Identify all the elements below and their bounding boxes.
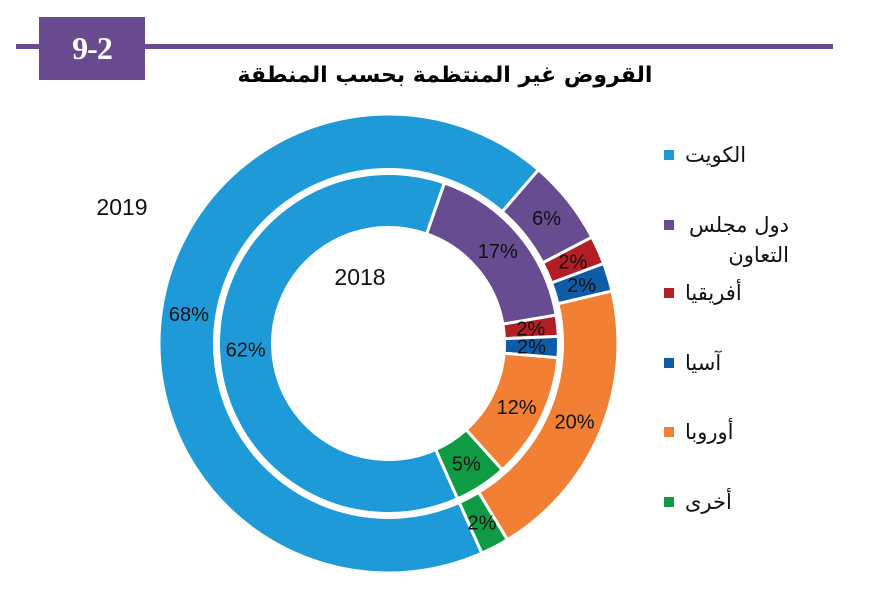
slice-2018-kuwait (217, 172, 460, 515)
figure-number: 9-2 (72, 30, 113, 66)
legend-item-asia: آسيا (664, 348, 721, 378)
chart-title: القروض غير المنتظمة بحسب المنطقة (237, 63, 653, 88)
legend-marker-europe (664, 427, 674, 437)
data-label-2019-gcc: 6% (532, 208, 561, 230)
data-label-2019-kuwait: 68% (169, 304, 209, 326)
data-label-2018-europe: 12% (497, 397, 537, 419)
legend-marker-other (664, 497, 674, 507)
legend-marker-asia (664, 358, 674, 368)
header-rule (16, 44, 833, 49)
inner-ring-name: 2018 (334, 264, 385, 290)
slice-2019-kuwait (157, 112, 541, 575)
legend-label-europe: أوروبا (685, 420, 734, 444)
legend-label-kuwait: الكويت (685, 143, 747, 167)
legend-item-africa: أفريقيا (664, 278, 742, 308)
data-label-2018-gcc: 17% (478, 241, 518, 263)
data-labels-group: 68%6%2%2%20%2%62%17%2%2%12%5% (169, 208, 596, 534)
legend-item-gcc: دول مجلس التعاون (664, 210, 789, 270)
legend-marker-kuwait (664, 150, 674, 160)
figure-number-badge: 9-2 (39, 17, 145, 80)
data-label-2018-asia: 2% (517, 336, 546, 358)
legend-item-other: أخرى (664, 487, 732, 517)
legend-label-asia: آسيا (685, 351, 722, 375)
legend-marker-africa (664, 288, 674, 298)
data-label-2018-kuwait: 62% (226, 339, 266, 361)
slice-2019-other (457, 490, 510, 556)
data-label-2019-asia: 2% (567, 275, 596, 297)
legend-label-gcc: دول مجلس التعاون (689, 213, 789, 267)
outer-ring-name: 2019 (96, 194, 147, 220)
data-label-2018-africa: 2% (516, 319, 545, 341)
data-label-2018-other: 5% (452, 453, 481, 475)
data-label-2019-africa: 2% (558, 251, 587, 273)
legend-label-other: أخرى (685, 490, 732, 514)
slice-2018-other (433, 427, 505, 501)
data-label-2019-other: 2% (468, 512, 497, 534)
legend-item-europe: أوروبا (664, 417, 734, 447)
legend-item-kuwait: الكويت (664, 140, 746, 170)
slices-group (157, 112, 620, 575)
data-label-2019-europe: 20% (554, 412, 594, 434)
legend-label-africa: أفريقيا (685, 281, 742, 305)
legend-marker-gcc (664, 220, 674, 230)
